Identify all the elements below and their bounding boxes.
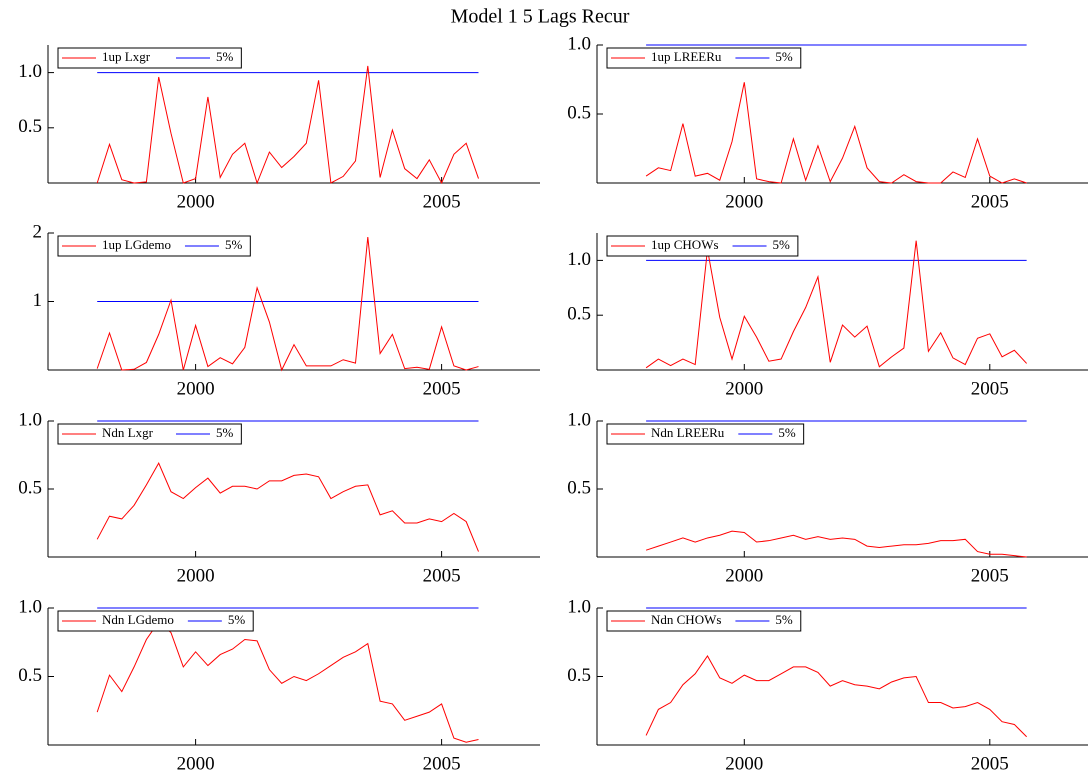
legend-label: Ndn Lxgr	[102, 425, 154, 440]
y-tick-label: 0.5	[18, 477, 42, 498]
x-tick-label: 2005	[971, 191, 1009, 212]
series-line	[96, 65, 479, 185]
legend-label: 5%	[216, 49, 234, 64]
y-tick-label: 1	[33, 290, 43, 311]
legend-box	[57, 610, 254, 632]
legend-label: 5%	[216, 425, 234, 440]
y-tick-label: 1.0	[18, 61, 42, 82]
y-tick-label: 1.0	[567, 33, 591, 54]
x-tick-label: 2005	[971, 378, 1009, 399]
legend-label: Ndn CHOWs	[651, 612, 721, 627]
series-line	[96, 620, 479, 743]
legend-label: Ndn LGdemo	[102, 612, 174, 627]
series-line	[96, 462, 479, 552]
legend-box	[57, 47, 242, 69]
y-tick-label: 0.5	[18, 116, 42, 137]
y-tick-label: 0.5	[18, 665, 42, 686]
series-line	[645, 530, 1027, 558]
legend-label: 1up LGdemo	[102, 237, 171, 252]
y-tick-label: 1.0	[567, 249, 591, 270]
legend-label: 1up LREERu	[651, 49, 722, 64]
y-tick-label: 1.0	[18, 409, 42, 430]
chart-title: Model 1 5 Lags Recur	[451, 6, 630, 28]
y-tick-label: 1.0	[18, 596, 42, 617]
y-tick-label: 0.5	[567, 304, 591, 325]
x-tick-label: 2000	[725, 191, 763, 212]
series-line	[96, 237, 479, 372]
x-tick-label: 2000	[177, 191, 215, 212]
x-tick-label: 2000	[725, 565, 763, 586]
legend-label: 1up Lxgr	[102, 49, 151, 64]
legend-box	[606, 235, 799, 257]
x-tick-label: 2000	[177, 565, 215, 586]
y-tick-label: 1.0	[567, 409, 591, 430]
y-tick-label: 2	[33, 221, 43, 242]
legend-box	[606, 47, 802, 69]
x-tick-label: 2005	[423, 565, 461, 586]
legend-label: 1up CHOWs	[651, 237, 719, 252]
x-tick-label: 2000	[177, 378, 215, 399]
x-tick-label: 2005	[423, 753, 461, 774]
x-tick-label: 2000	[725, 753, 763, 774]
x-tick-label: 2005	[971, 565, 1009, 586]
series-line	[645, 82, 1027, 184]
y-tick-label: 0.5	[567, 477, 591, 498]
legend-label: 5%	[228, 612, 246, 627]
legend-box	[57, 423, 242, 445]
series-line	[645, 655, 1027, 738]
y-tick-label: 0.5	[567, 102, 591, 123]
x-tick-label: 2000	[725, 378, 763, 399]
series-line	[645, 240, 1027, 369]
legend-box	[606, 610, 802, 632]
x-tick-label: 2000	[177, 753, 215, 774]
legend-label: 5%	[225, 237, 243, 252]
x-tick-label: 2005	[423, 191, 461, 212]
legend-label: Ndn LREERu	[651, 425, 725, 440]
legend-label: 5%	[778, 425, 796, 440]
y-tick-label: 0.5	[567, 665, 591, 686]
legend-label: 5%	[773, 237, 791, 252]
legend-box	[57, 235, 251, 257]
x-tick-label: 2005	[971, 753, 1009, 774]
legend-label: 5%	[775, 612, 793, 627]
x-tick-label: 2005	[423, 378, 461, 399]
y-tick-label: 1.0	[567, 596, 591, 617]
legend-label: 5%	[775, 49, 793, 64]
legend-box	[606, 423, 805, 445]
